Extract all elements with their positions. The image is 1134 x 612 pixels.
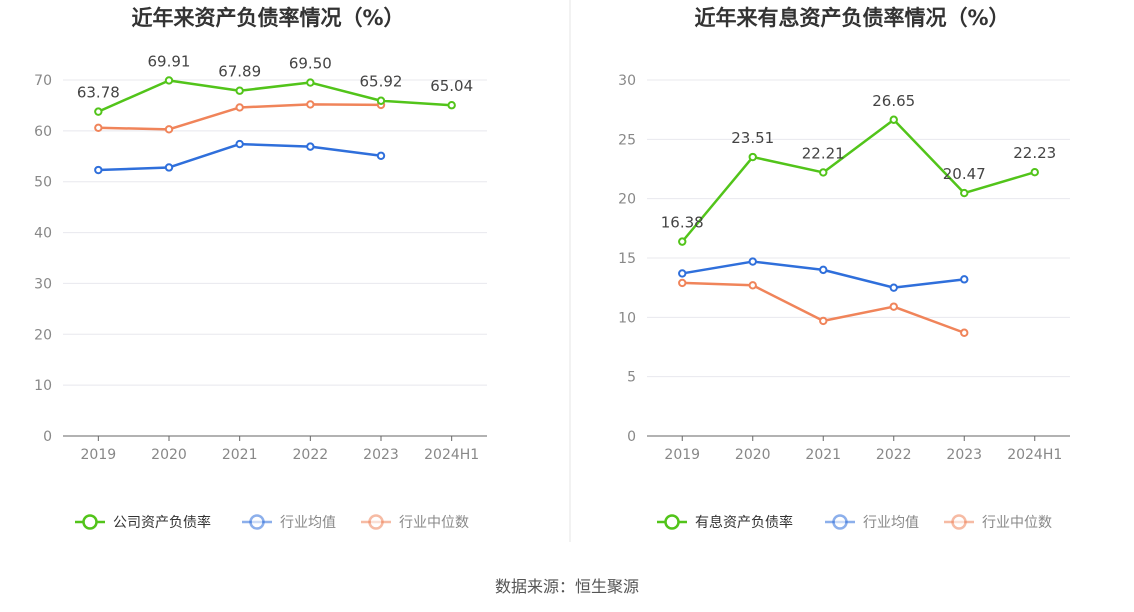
x-tick-label: 2021 (222, 447, 258, 463)
series-line (682, 281, 965, 334)
x-tick-label: 2020 (735, 447, 771, 463)
y-tick-label: 30 (34, 276, 52, 292)
data-point[interactable] (235, 86, 244, 95)
data-point[interactable] (1030, 168, 1039, 177)
data-label: 65.04 (430, 77, 473, 95)
legend-marker (368, 514, 384, 530)
data-point[interactable] (164, 125, 174, 134)
data-point[interactable] (889, 283, 898, 292)
legend-item[interactable]: 行业中位数 (982, 515, 1052, 531)
data-label: 63.78 (77, 84, 120, 102)
data-point[interactable] (306, 100, 315, 109)
legend-marker (951, 514, 967, 530)
data-point[interactable] (889, 302, 898, 311)
x-tick-label: 2019 (81, 447, 117, 463)
data-source: 数据来源：恒生聚源 (495, 577, 639, 596)
legend-item[interactable]: 行业中位数 (399, 515, 469, 531)
data-point[interactable] (678, 237, 687, 246)
data-label: 23.51 (731, 129, 774, 147)
y-tick-label: 30 (618, 73, 636, 89)
data-point[interactable] (447, 101, 456, 110)
data-label: 26.65 (872, 92, 915, 110)
data-point[interactable] (376, 96, 386, 105)
data-label: 22.21 (802, 144, 845, 162)
data-point[interactable] (960, 275, 969, 284)
legend-item[interactable]: 行业均值 (280, 515, 336, 531)
data-point[interactable] (235, 103, 244, 112)
data-point[interactable] (748, 281, 757, 290)
data-point[interactable] (960, 328, 969, 337)
data-point[interactable] (164, 163, 174, 172)
y-tick-label: 15 (618, 251, 636, 267)
x-tick-label: 2022 (876, 447, 912, 463)
data-point[interactable] (306, 78, 315, 87)
data-point[interactable] (94, 123, 103, 133)
data-point[interactable] (94, 165, 103, 175)
series-line (681, 118, 1036, 243)
legend-marker (664, 514, 680, 530)
y-tick-label: 40 (34, 226, 52, 242)
data-label: 65.92 (360, 73, 403, 91)
y-tick-label: 20 (34, 327, 52, 343)
data-label: 22.23 (1013, 144, 1056, 162)
chart-title: 近年来有息资产负债率情况（%） (694, 6, 1009, 30)
chart-interest-bearing-liability-ratio: 近年来有息资产负债率情况（%） 0 5 10 15 20 25 30 2019 2020 2021 2… (618, 6, 1070, 531)
data-label: 20.47 (943, 165, 986, 183)
legend-item[interactable]: 行业均值 (863, 515, 919, 531)
y-tick-label: 5 (627, 370, 636, 386)
legend-item[interactable]: 公司资产负债率 (113, 514, 211, 531)
data-point[interactable] (819, 265, 828, 275)
x-tick-label: 2022 (293, 447, 329, 463)
data-point[interactable] (164, 76, 174, 85)
y-tick-label: 10 (34, 378, 52, 394)
data-point[interactable] (376, 151, 386, 160)
data-point[interactable] (889, 115, 898, 124)
data-point[interactable] (819, 168, 828, 177)
legend-marker (82, 514, 98, 530)
x-tick-label: 2023 (946, 447, 982, 463)
data-label: 69.91 (148, 52, 191, 70)
data-label: 16.38 (661, 214, 704, 232)
y-tick-label: 25 (618, 132, 636, 148)
chart-asset-liability-ratio: 近年来资产负债率情况（%） 0 10 20 30 40 50 60 70 2019 2020 2021… (34, 6, 487, 531)
y-tick-label: 0 (43, 429, 52, 445)
legend-item[interactable]: 有息资产负债率 (695, 514, 793, 531)
data-label: 69.50 (289, 55, 332, 73)
y-tick-label: 60 (34, 124, 52, 140)
series-line (97, 79, 452, 113)
data-point[interactable] (678, 278, 687, 288)
data-point[interactable] (678, 269, 687, 278)
chart-title: 近年来资产负债率情况（%） (131, 6, 404, 30)
y-tick-label: 50 (34, 175, 52, 191)
x-tick-label: 2023 (363, 447, 399, 463)
y-tick-label: 20 (618, 192, 636, 208)
data-point[interactable] (235, 139, 244, 149)
legend-marker (249, 514, 265, 530)
y-tick-label: 10 (618, 310, 636, 326)
data-point[interactable] (819, 316, 828, 326)
data-point[interactable] (748, 257, 757, 266)
y-tick-label: 70 (34, 73, 52, 89)
data-label: 67.89 (218, 63, 261, 81)
data-point[interactable] (306, 142, 315, 151)
x-tick-label: 2019 (664, 447, 700, 463)
x-tick-label: 2024H1 (424, 447, 479, 463)
data-point[interactable] (748, 152, 757, 162)
data-point[interactable] (960, 188, 969, 198)
legend-marker (832, 514, 848, 530)
x-tick-label: 2024H1 (1007, 447, 1062, 463)
y-tick-label: 0 (627, 429, 636, 445)
x-tick-label: 2021 (805, 447, 841, 463)
x-tick-label: 2020 (151, 447, 187, 463)
data-point[interactable] (94, 107, 103, 116)
